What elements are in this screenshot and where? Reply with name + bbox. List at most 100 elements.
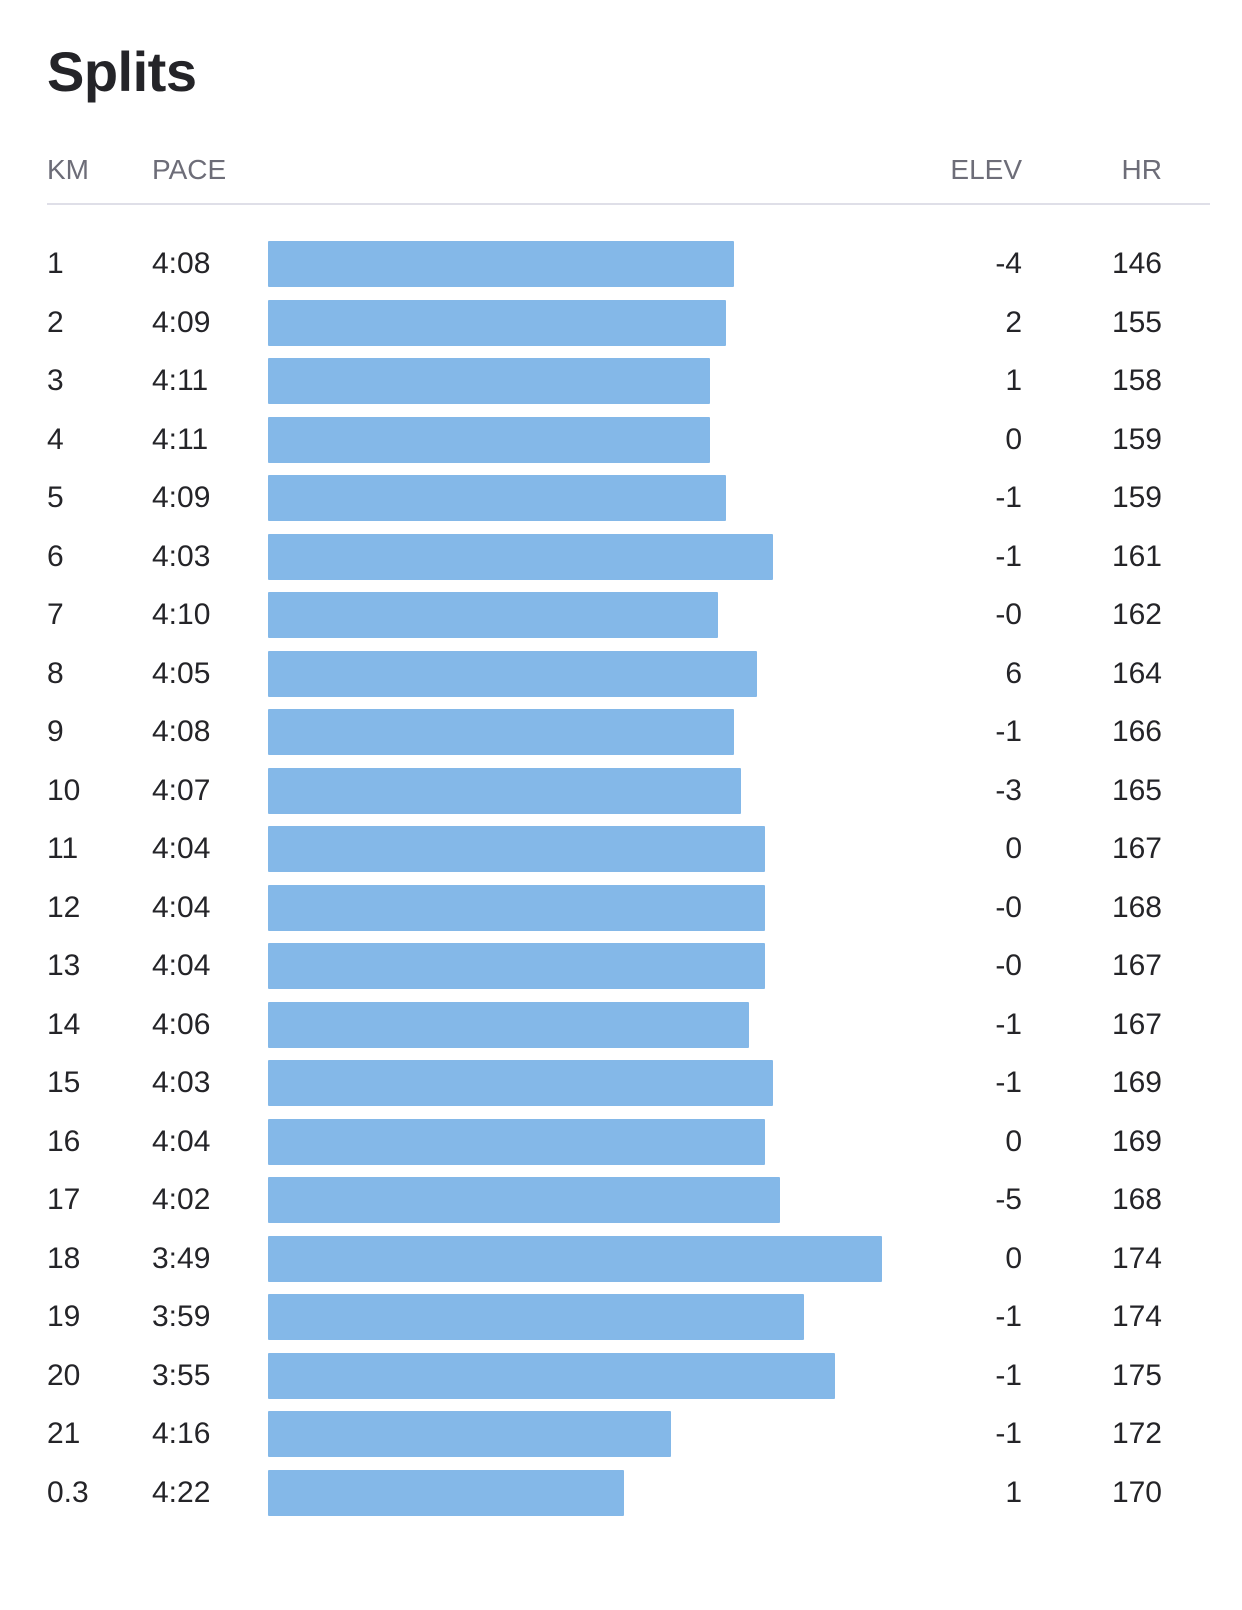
split-row: 18 3:49 0 174 [0, 1234, 1242, 1293]
pace-bar [268, 1352, 836, 1399]
split-pace: 3:49 [152, 1241, 211, 1275]
pace-bar-track [268, 299, 948, 346]
split-km: 19 [47, 1300, 81, 1333]
split-pace: 4:11 [152, 422, 209, 456]
split-hr: 146 [1111, 247, 1162, 280]
pace-bar-track [268, 416, 948, 463]
split-elev: 0 [1005, 832, 1022, 865]
pace-bar [268, 1060, 773, 1106]
split-row: 9 4:08 -1 166 [0, 707, 1242, 766]
split-elev: -1 [995, 1066, 1022, 1099]
pace-bar [268, 299, 726, 346]
pace-bar [268, 1469, 624, 1516]
split-pace: 4:02 [152, 1183, 211, 1216]
split-pace: 4:04 [152, 890, 211, 924]
pace-bar-track [268, 475, 948, 521]
split-pace: 3:55 [152, 1358, 211, 1392]
split-row: 5 4:09 -1 159 [0, 473, 1242, 532]
pace-bar-track [268, 650, 948, 697]
split-pace: 4:10 [152, 598, 211, 631]
split-km: 7 [47, 598, 64, 631]
pace-bar-track [268, 767, 948, 814]
column-header-elev: ELEV [950, 154, 1022, 185]
pace-bar [268, 358, 710, 404]
split-row: 6 4:03 -1 161 [0, 532, 1242, 591]
pace-bar-track [268, 1469, 948, 1516]
split-elev: 0 [1005, 1124, 1022, 1158]
pace-bar [268, 709, 734, 755]
pace-bar-track [268, 826, 948, 872]
split-hr: 169 [1111, 1124, 1162, 1158]
column-header-km: KM [47, 154, 89, 185]
pace-bar [268, 533, 773, 580]
split-pace: 4:08 [152, 247, 211, 280]
split-hr: 174 [1111, 1300, 1162, 1333]
split-row: 11 4:04 0 167 [0, 824, 1242, 883]
split-elev: 1 [1005, 1475, 1022, 1509]
split-hr: 168 [1111, 890, 1162, 924]
split-pace: 3:59 [152, 1300, 211, 1333]
split-row: 7 4:10 -0 162 [0, 590, 1242, 649]
split-hr: 174 [1111, 1241, 1162, 1275]
split-km: 3 [47, 364, 64, 397]
pace-bar-track [268, 1060, 948, 1106]
split-hr: 155 [1111, 305, 1162, 339]
pace-bar-track [268, 1118, 948, 1165]
split-hr: 159 [1111, 422, 1162, 456]
split-km: 17 [47, 1183, 81, 1216]
split-pace: 4:11 [152, 364, 209, 397]
splits-table-header: KM PACE ELEV HR [0, 150, 1242, 190]
split-km: 8 [47, 656, 64, 690]
pace-bar-track [268, 1235, 948, 1282]
split-km: 20 [47, 1358, 81, 1392]
split-pace: 4:03 [152, 1066, 211, 1099]
pace-bar [268, 1118, 765, 1165]
column-header-hr: HR [1121, 154, 1162, 185]
pace-bar-track [268, 709, 948, 755]
split-km: 10 [47, 773, 81, 807]
split-elev: -5 [995, 1183, 1022, 1216]
split-elev: 0 [1005, 422, 1022, 456]
split-elev: -1 [995, 715, 1022, 748]
split-elev: -0 [995, 598, 1022, 631]
pace-bar [268, 416, 710, 463]
split-row: 3 4:11 1 158 [0, 356, 1242, 415]
split-pace: 4:08 [152, 715, 211, 748]
split-hr: 175 [1111, 1358, 1162, 1392]
split-km: 9 [47, 715, 64, 748]
split-row: 10 4:07 -3 165 [0, 766, 1242, 825]
split-km: 21 [47, 1417, 81, 1450]
split-pace: 4:05 [152, 656, 211, 690]
split-elev: -1 [995, 1358, 1022, 1392]
split-pace: 4:09 [152, 305, 211, 339]
split-elev: -4 [995, 247, 1022, 280]
pace-bar-track [268, 1411, 948, 1457]
split-pace: 4:03 [152, 539, 211, 573]
pace-bar-track [268, 1294, 948, 1340]
pace-bar [268, 943, 765, 989]
split-hr: 169 [1111, 1066, 1162, 1099]
pace-bar [268, 767, 742, 814]
split-km: 11 [47, 832, 79, 865]
split-hr: 167 [1111, 1007, 1162, 1041]
pace-bar [268, 1294, 804, 1340]
split-elev: -1 [995, 1417, 1022, 1450]
split-km: 13 [47, 949, 81, 982]
split-hr: 167 [1111, 949, 1162, 982]
pace-bar-track [268, 884, 948, 931]
split-pace: 4:06 [152, 1007, 211, 1041]
split-elev: 1 [1005, 364, 1022, 397]
split-km: 16 [47, 1124, 81, 1158]
split-km: 15 [47, 1066, 81, 1099]
pace-bar-track [268, 1352, 948, 1399]
split-hr: 167 [1111, 832, 1162, 865]
pace-bar [268, 592, 718, 638]
split-hr: 168 [1111, 1183, 1162, 1216]
split-elev: 2 [1005, 305, 1022, 339]
pace-bar [268, 475, 726, 521]
split-pace: 4:04 [152, 832, 211, 865]
split-row: 16 4:04 0 169 [0, 1117, 1242, 1176]
split-pace: 4:04 [152, 949, 211, 982]
page-title: Splits [47, 40, 197, 103]
split-elev: -0 [995, 890, 1022, 924]
